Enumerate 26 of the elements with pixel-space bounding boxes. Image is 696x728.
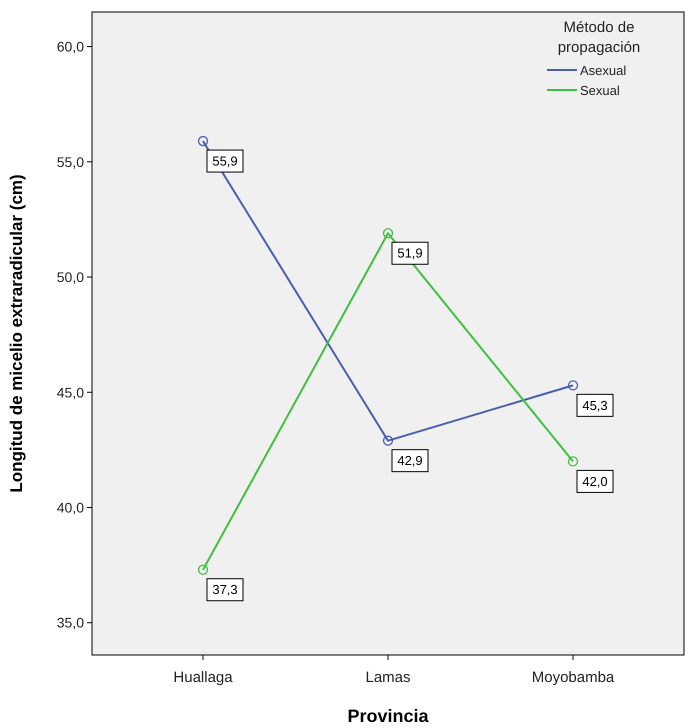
x-tick-label: Huallaga <box>173 669 234 686</box>
data-label: 42,0 <box>582 474 608 489</box>
x-tick-label: Moyobamba <box>532 669 615 686</box>
data-label: 37,3 <box>212 582 238 598</box>
x-axis-title: Provincia <box>347 706 430 726</box>
legend-label: Asexual <box>580 63 626 78</box>
legend-title: Método de propagación <box>558 19 640 56</box>
data-label: 55,9 <box>212 154 238 169</box>
y-axis-title: Longitud de micelio extraradicular (cm) <box>7 174 26 493</box>
point <box>198 564 208 575</box>
point <box>568 456 578 467</box>
legend-label: Sexual <box>580 83 620 98</box>
point <box>382 228 394 238</box>
data-label: 45,3 <box>582 398 608 413</box>
point <box>198 136 208 146</box>
x-tick-label: Lamas <box>365 669 411 686</box>
y-tick-label: 50,0 <box>56 269 84 286</box>
y-tick-label: 45,0 <box>56 384 84 400</box>
data-label: 42,9 <box>397 453 423 468</box>
y-tick-label: 40,0 <box>56 500 84 516</box>
y-tick-label: 35,0 <box>56 614 84 631</box>
y-tick-label: 60,0 <box>56 38 84 55</box>
point <box>568 380 578 391</box>
data-label: 51,9 <box>397 246 423 261</box>
y-tick-label: 55,0 <box>56 154 84 170</box>
point <box>382 436 394 446</box>
